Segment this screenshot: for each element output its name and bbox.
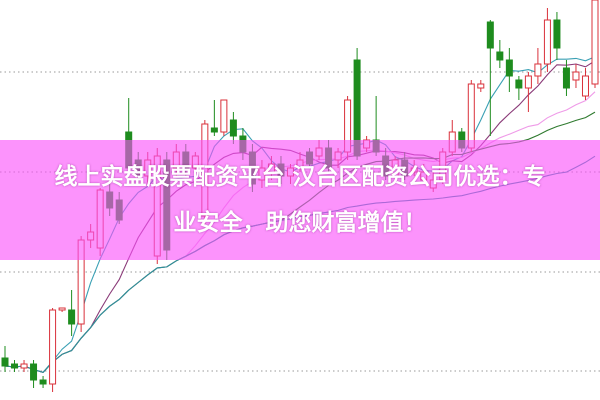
candle-up [572, 71, 580, 81]
candle-up [467, 83, 475, 149]
candle-down [486, 21, 494, 49]
candle-down [39, 379, 47, 385]
candle-up [543, 19, 551, 65]
candle-down [229, 119, 237, 137]
candle-down [505, 59, 513, 77]
candle-up [49, 309, 57, 385]
candle-down [30, 363, 38, 381]
candle-down [515, 79, 523, 89]
candle-up [58, 307, 66, 311]
banner-line-1: 线上实盘股票配资平台 汉台区配资公司优选：专 [54, 164, 546, 190]
promo-banner: 线上实盘股票配资平台 汉台区配资公司优选：专 业安全，助您财富增值！ [0, 140, 600, 260]
candle-up [477, 83, 485, 89]
candle-down [553, 19, 561, 49]
candle-down [210, 127, 218, 133]
candle-down [1, 357, 9, 367]
candle-up [20, 363, 28, 369]
candle-down [562, 67, 570, 89]
candle-down [496, 51, 504, 61]
candle-up [581, 75, 589, 97]
candle-up [220, 99, 228, 133]
candle-down [11, 363, 19, 369]
candle-up [591, 0, 599, 85]
banner-line-2: 业安全，助您财富增值！ [173, 210, 427, 236]
candle-up [534, 63, 542, 77]
candle-down [68, 309, 76, 325]
candle-up [524, 75, 532, 89]
